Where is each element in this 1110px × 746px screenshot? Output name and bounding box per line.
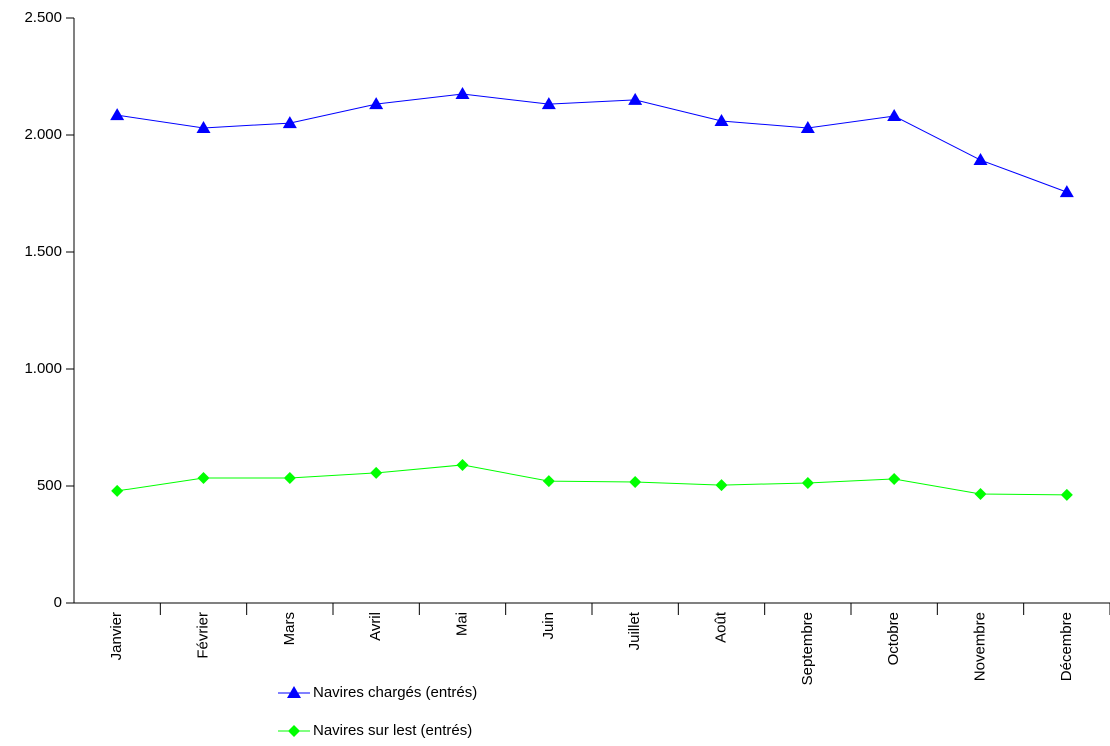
legend-label: Navires sur lest (entrés) [313, 722, 472, 739]
legend-label: Navires chargés (entrés) [313, 684, 477, 701]
x-tick-label: Juin [540, 612, 557, 640]
data-point [111, 484, 124, 497]
data-point [110, 108, 125, 121]
x-tick-label: Décembre [1058, 612, 1075, 681]
x-tick-label: Avril [367, 612, 384, 641]
y-tick-label: 2.500 [24, 9, 62, 26]
x-tick-label: Mars [281, 612, 298, 645]
data-point [801, 476, 814, 489]
data-point [714, 113, 729, 126]
x-tick-label: Mai [453, 612, 470, 636]
series-line [117, 464, 1067, 496]
x-tick-label: Octobre [885, 612, 902, 665]
data-point [628, 92, 643, 105]
y-tick-label: 0 [54, 594, 62, 611]
data-point [715, 479, 728, 492]
legend-marker [288, 725, 300, 737]
data-point [455, 87, 470, 100]
x-tick-label: Août [712, 611, 729, 643]
data-point [282, 116, 297, 129]
data-point [629, 476, 642, 489]
data-point [369, 97, 384, 110]
data-point [888, 472, 901, 485]
data-point [283, 472, 296, 485]
x-tick-label: Juillet [626, 611, 643, 650]
x-tick-label: Février [194, 612, 211, 659]
series-line [117, 93, 1068, 193]
data-point [973, 153, 988, 166]
legend-marker [287, 686, 301, 698]
x-tick-label: Novembre [971, 612, 988, 681]
data-point [370, 466, 383, 479]
data-point [541, 97, 556, 110]
y-tick-label: 500 [37, 477, 62, 494]
y-tick-label: 2.000 [24, 126, 62, 143]
data-point [800, 120, 815, 133]
data-point [197, 472, 210, 485]
data-point [542, 475, 555, 488]
data-point [887, 109, 902, 122]
data-point [974, 487, 987, 500]
y-tick-label: 1.000 [24, 360, 62, 377]
y-tick-label: 1.500 [24, 243, 62, 260]
x-tick-label: Septembre [799, 612, 816, 685]
data-point [196, 120, 211, 133]
data-point [456, 458, 469, 471]
data-point [1059, 185, 1074, 198]
data-point [1060, 488, 1073, 501]
x-tick-label: Janvier [108, 612, 125, 660]
